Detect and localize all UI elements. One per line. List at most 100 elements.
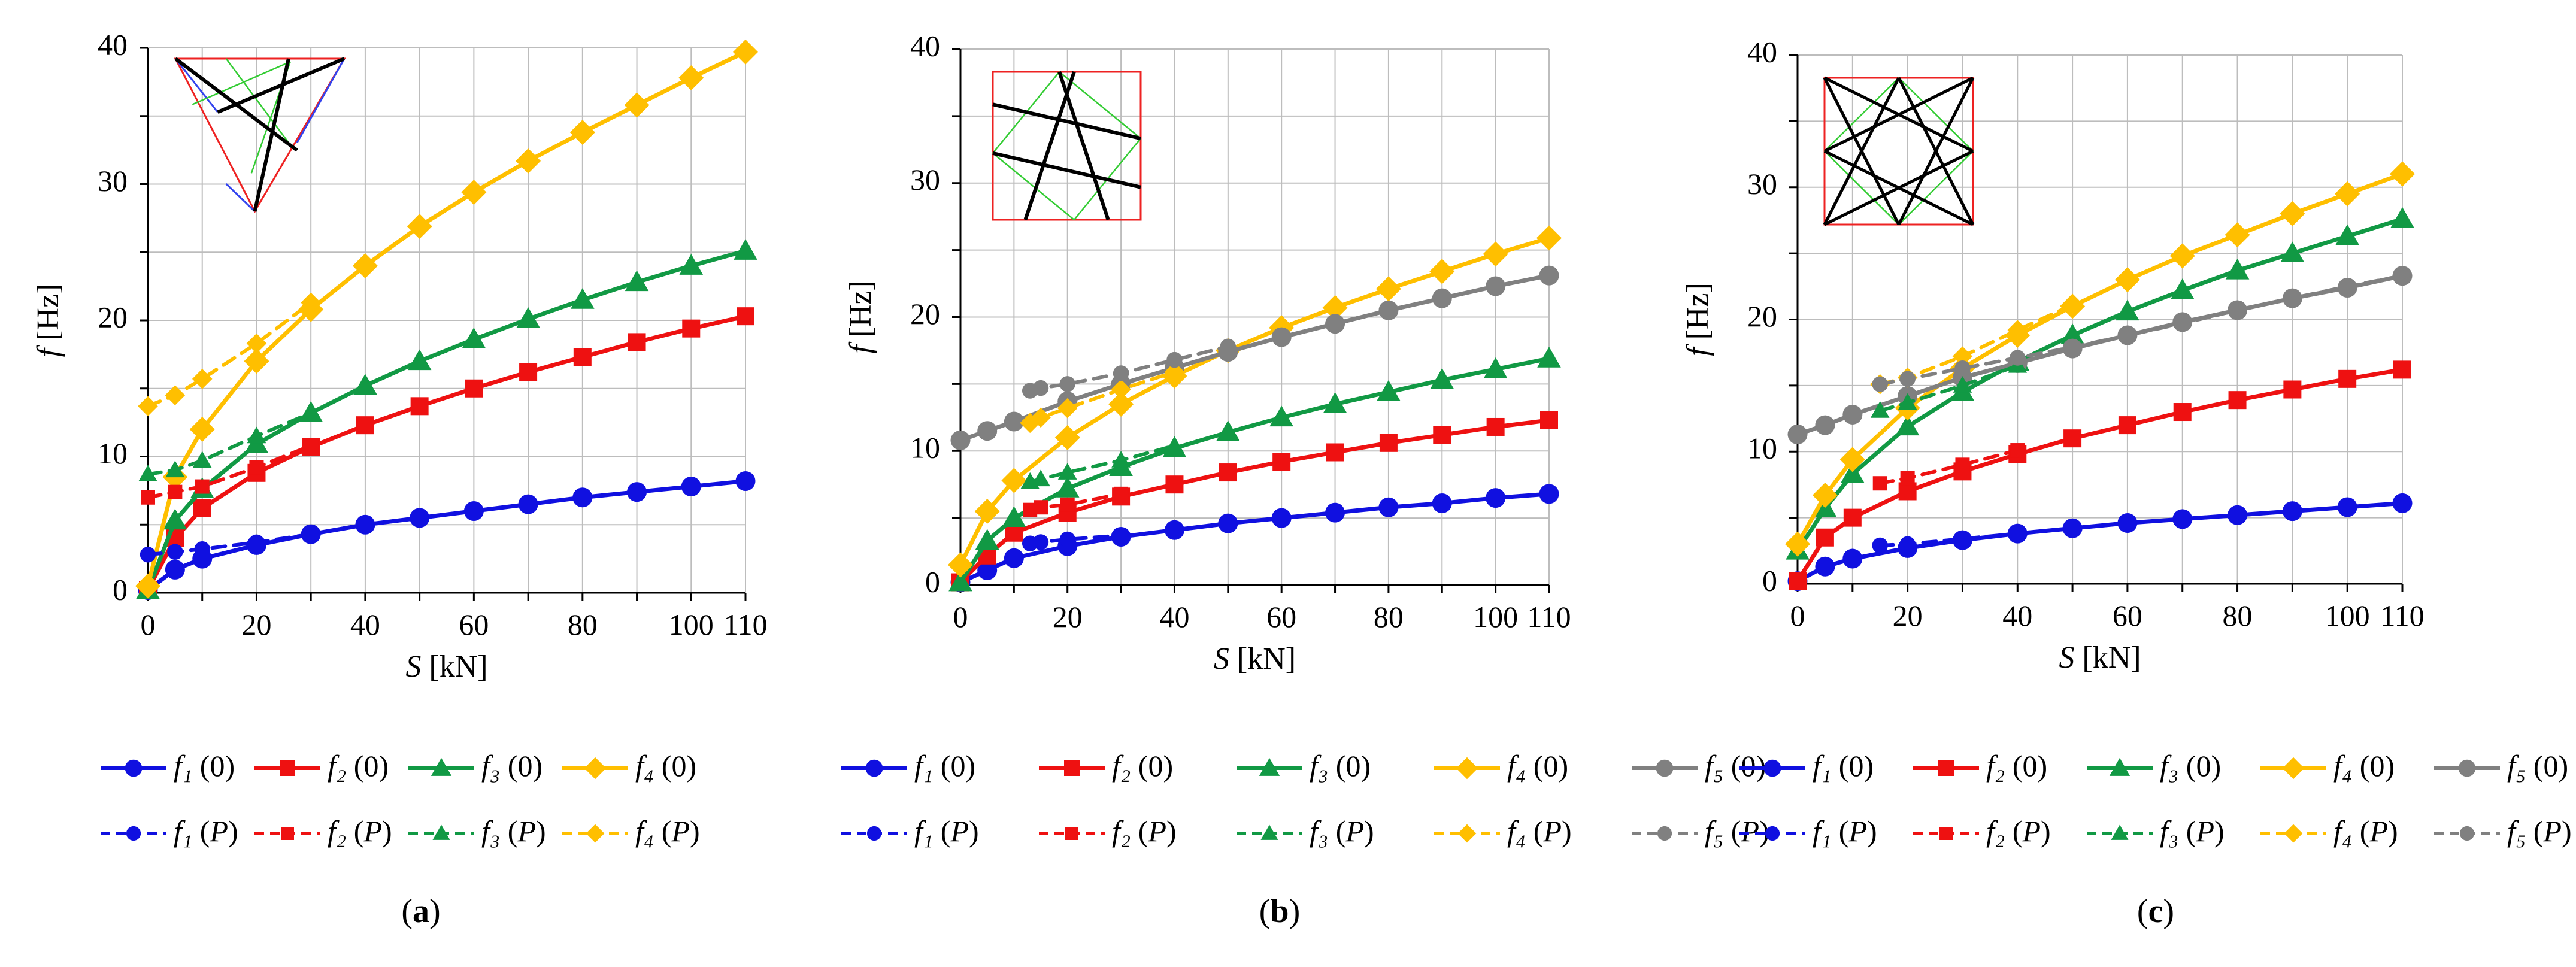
data-point bbox=[301, 403, 321, 420]
legend-label: f₂ (P) bbox=[328, 814, 392, 848]
data-point bbox=[1815, 556, 1835, 577]
data-point bbox=[1113, 365, 1129, 381]
series-line bbox=[1878, 532, 2020, 547]
data-point bbox=[1271, 508, 1292, 528]
series bbox=[1872, 525, 2026, 554]
x-axis-label: S [kN] bbox=[405, 650, 487, 684]
data-point bbox=[1954, 360, 1971, 377]
series-line bbox=[1878, 363, 2020, 413]
data-point bbox=[407, 349, 432, 371]
data-point bbox=[1059, 376, 1075, 392]
data-point bbox=[977, 421, 998, 441]
data-point bbox=[1539, 265, 1559, 286]
legend-label: f₅ (0) bbox=[2507, 749, 2568, 783]
data-point bbox=[1483, 241, 1508, 267]
data-point bbox=[168, 484, 183, 499]
y-tick-label: 20 bbox=[910, 297, 940, 331]
data-point bbox=[2062, 295, 2083, 316]
data-point bbox=[2393, 360, 2411, 379]
legend-label: f₅ (P) bbox=[2507, 814, 2572, 848]
legend-label: f₄ (0) bbox=[635, 749, 696, 783]
legend-marker bbox=[1657, 826, 1672, 841]
data-point bbox=[572, 487, 593, 508]
data-point bbox=[1954, 531, 1971, 547]
x-tick-label: 110 bbox=[1527, 600, 1571, 633]
legend-marker bbox=[125, 759, 143, 777]
x-tick-label: 60 bbox=[1266, 600, 1296, 633]
grid bbox=[1797, 54, 2403, 584]
legend-marker bbox=[2109, 757, 2130, 776]
series bbox=[1022, 338, 1237, 399]
data-point bbox=[2337, 497, 2357, 517]
data-point bbox=[2010, 525, 2026, 542]
legend-label: f₃ (P) bbox=[1310, 814, 1374, 848]
data-point bbox=[519, 363, 538, 381]
data-point bbox=[2228, 505, 2248, 525]
data-point bbox=[679, 254, 704, 275]
y-tick-label: 0 bbox=[113, 572, 128, 606]
data-point bbox=[138, 396, 158, 417]
data-point bbox=[1060, 497, 1075, 512]
x-tick-label: 0 bbox=[1790, 599, 1805, 632]
inset-green-cable bbox=[1059, 71, 1141, 140]
y-tick-label: 30 bbox=[98, 164, 128, 198]
data-point bbox=[2283, 380, 2302, 399]
data-point bbox=[1113, 528, 1129, 544]
data-point bbox=[1430, 368, 1454, 389]
data-point bbox=[1899, 536, 1916, 552]
grid bbox=[147, 47, 746, 593]
legend-marker bbox=[1065, 827, 1078, 840]
x-tick-label: 40 bbox=[2002, 599, 2032, 632]
series bbox=[136, 239, 757, 599]
legend-marker bbox=[1765, 826, 1780, 841]
data-point bbox=[193, 499, 211, 517]
data-point bbox=[1486, 488, 1506, 508]
panel-label: (c) bbox=[2137, 893, 2174, 930]
data-point bbox=[2116, 299, 2139, 321]
legend-marker bbox=[280, 760, 295, 776]
legend-marker bbox=[584, 757, 607, 780]
data-point bbox=[1220, 338, 1237, 354]
data-point bbox=[2117, 513, 2138, 533]
data-point bbox=[1895, 414, 1920, 436]
legend-marker bbox=[431, 757, 452, 776]
series bbox=[140, 526, 319, 563]
data-point bbox=[1899, 371, 1916, 387]
data-point bbox=[1057, 463, 1077, 480]
data-point bbox=[2338, 369, 2357, 388]
data-point bbox=[2174, 315, 2190, 332]
data-point bbox=[192, 369, 213, 389]
legend-label: f₁ (0) bbox=[174, 749, 235, 783]
legend-marker bbox=[1260, 824, 1278, 840]
data-point bbox=[2060, 323, 2084, 344]
grid bbox=[960, 48, 1550, 586]
data-point bbox=[1164, 362, 1185, 383]
legend-marker bbox=[1763, 759, 1781, 777]
inset-strut bbox=[1823, 150, 1974, 226]
data-point bbox=[1378, 300, 1399, 320]
y-tick-label: 20 bbox=[98, 300, 128, 334]
data-point bbox=[407, 214, 432, 240]
inset-strut bbox=[1897, 77, 1975, 226]
data-point bbox=[1032, 534, 1049, 550]
legend-label: f₅ (P) bbox=[1705, 814, 1769, 848]
y-tick-label: 10 bbox=[910, 431, 940, 465]
data-point bbox=[1872, 376, 1888, 392]
legend-label: f₂ (0) bbox=[328, 749, 389, 783]
inset-green-cable bbox=[992, 152, 1075, 220]
data-point bbox=[2390, 207, 2414, 228]
data-point bbox=[974, 498, 1000, 524]
y-tick-label: 30 bbox=[910, 163, 940, 196]
data-point bbox=[1539, 484, 1559, 504]
data-point bbox=[2172, 509, 2193, 529]
series bbox=[138, 292, 321, 417]
legend: f₁ (0) f₂ (0) f₃ (0) f₄ (0) f₅ (0) f₁ (P) f₂ (… bbox=[841, 749, 1769, 848]
data-point bbox=[165, 385, 186, 405]
data-point bbox=[1900, 471, 1915, 486]
data-point bbox=[1537, 347, 1561, 368]
data-point bbox=[1839, 447, 1865, 472]
data-point bbox=[1486, 417, 1505, 436]
data-point bbox=[1269, 405, 1293, 427]
data-point bbox=[1540, 411, 1558, 429]
inset-green-cable bbox=[192, 60, 291, 105]
